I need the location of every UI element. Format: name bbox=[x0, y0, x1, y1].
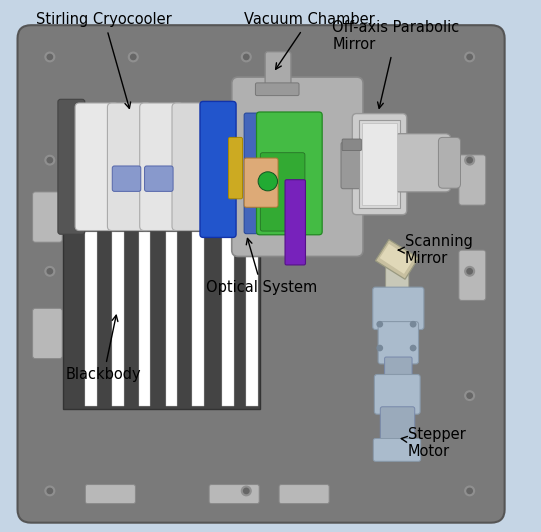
Polygon shape bbox=[380, 244, 413, 274]
Circle shape bbox=[411, 345, 416, 351]
FancyBboxPatch shape bbox=[75, 103, 118, 230]
FancyBboxPatch shape bbox=[200, 102, 236, 237]
FancyBboxPatch shape bbox=[256, 112, 322, 235]
FancyBboxPatch shape bbox=[459, 155, 486, 205]
Text: Scanning
Mirror: Scanning Mirror bbox=[399, 234, 473, 267]
Text: Off-axis Parabolic
Mirror: Off-axis Parabolic Mirror bbox=[332, 20, 460, 109]
Circle shape bbox=[243, 488, 249, 494]
Circle shape bbox=[465, 486, 474, 496]
FancyBboxPatch shape bbox=[386, 256, 409, 292]
FancyBboxPatch shape bbox=[172, 103, 210, 230]
Circle shape bbox=[45, 155, 55, 165]
FancyBboxPatch shape bbox=[144, 166, 173, 192]
FancyBboxPatch shape bbox=[255, 83, 299, 96]
Text: Blackbody: Blackbody bbox=[66, 315, 142, 382]
FancyBboxPatch shape bbox=[342, 139, 361, 151]
Circle shape bbox=[258, 172, 278, 191]
FancyBboxPatch shape bbox=[228, 137, 242, 199]
FancyBboxPatch shape bbox=[17, 25, 505, 522]
Circle shape bbox=[47, 157, 52, 163]
FancyBboxPatch shape bbox=[108, 103, 151, 230]
Text: Stirling Cryocooler: Stirling Cryocooler bbox=[36, 12, 172, 109]
Circle shape bbox=[45, 486, 55, 496]
Bar bbox=[246, 231, 258, 406]
FancyBboxPatch shape bbox=[260, 153, 305, 231]
Circle shape bbox=[130, 54, 136, 60]
FancyBboxPatch shape bbox=[373, 438, 421, 461]
Circle shape bbox=[467, 488, 472, 494]
Circle shape bbox=[377, 345, 382, 351]
FancyBboxPatch shape bbox=[352, 114, 407, 215]
Text: Stepper
Motor: Stepper Motor bbox=[401, 427, 465, 460]
Circle shape bbox=[47, 488, 52, 494]
Circle shape bbox=[377, 321, 382, 327]
Circle shape bbox=[45, 52, 55, 62]
FancyBboxPatch shape bbox=[265, 52, 291, 92]
Circle shape bbox=[411, 321, 416, 327]
FancyBboxPatch shape bbox=[459, 250, 486, 301]
Circle shape bbox=[465, 391, 474, 401]
FancyBboxPatch shape bbox=[85, 485, 135, 504]
Polygon shape bbox=[359, 120, 400, 208]
Polygon shape bbox=[362, 123, 397, 205]
Bar bbox=[85, 231, 97, 406]
FancyBboxPatch shape bbox=[380, 407, 415, 445]
Circle shape bbox=[465, 52, 474, 62]
Circle shape bbox=[465, 267, 474, 276]
Circle shape bbox=[467, 269, 472, 274]
Circle shape bbox=[465, 155, 474, 165]
Circle shape bbox=[241, 486, 251, 496]
Circle shape bbox=[243, 54, 249, 60]
FancyBboxPatch shape bbox=[32, 309, 62, 359]
FancyBboxPatch shape bbox=[373, 287, 424, 329]
Bar bbox=[193, 231, 204, 406]
FancyBboxPatch shape bbox=[394, 134, 451, 192]
Text: Optical System: Optical System bbox=[206, 238, 317, 295]
Circle shape bbox=[467, 54, 472, 60]
Circle shape bbox=[467, 157, 472, 163]
FancyBboxPatch shape bbox=[232, 77, 363, 256]
Circle shape bbox=[47, 54, 52, 60]
FancyBboxPatch shape bbox=[285, 180, 306, 265]
Bar bbox=[166, 231, 177, 406]
Circle shape bbox=[45, 267, 55, 276]
FancyBboxPatch shape bbox=[32, 192, 62, 242]
FancyBboxPatch shape bbox=[378, 321, 419, 364]
Polygon shape bbox=[375, 239, 419, 279]
FancyBboxPatch shape bbox=[113, 166, 141, 192]
Circle shape bbox=[47, 269, 52, 274]
FancyBboxPatch shape bbox=[58, 99, 85, 234]
FancyBboxPatch shape bbox=[140, 103, 183, 230]
FancyBboxPatch shape bbox=[209, 485, 259, 504]
FancyBboxPatch shape bbox=[341, 142, 362, 189]
Bar bbox=[138, 231, 150, 406]
Bar bbox=[63, 229, 260, 409]
FancyBboxPatch shape bbox=[279, 485, 329, 504]
FancyBboxPatch shape bbox=[244, 113, 267, 234]
Circle shape bbox=[241, 52, 251, 62]
Bar bbox=[112, 231, 123, 406]
Circle shape bbox=[467, 393, 472, 398]
FancyBboxPatch shape bbox=[438, 137, 460, 188]
FancyBboxPatch shape bbox=[385, 357, 412, 381]
Text: Vacuum Chamber: Vacuum Chamber bbox=[243, 12, 374, 69]
FancyBboxPatch shape bbox=[244, 158, 278, 207]
FancyBboxPatch shape bbox=[374, 375, 420, 414]
Circle shape bbox=[128, 52, 138, 62]
Bar bbox=[222, 231, 234, 406]
